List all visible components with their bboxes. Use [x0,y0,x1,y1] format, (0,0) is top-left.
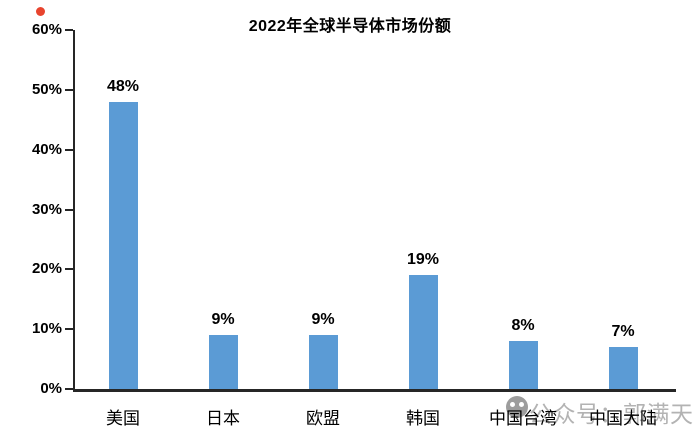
value-label: 48% [106,78,140,95]
bar-1 [108,102,138,389]
y-tick-label: 0% [40,380,62,397]
value-label: 8% [511,317,535,334]
y-tick-label: 20% [31,260,62,278]
bar-3 [308,335,338,389]
wechat-smiley-icon [506,396,528,418]
y-tick-mark [65,148,73,151]
category-label: 欧盟 [306,409,340,428]
y-tick-mark [65,268,73,271]
bar-2 [208,335,238,389]
y-tick-label: 30% [31,200,62,218]
watermark-text: 公众号：郭满天 [529,401,694,427]
value-label: 9% [311,311,335,328]
bar-5 [508,341,538,389]
value-label: 9% [211,311,235,328]
category-label: 美国 [106,409,140,428]
category-label: 日本 [206,409,240,428]
y-tick-label: 60% [31,21,62,38]
y-tick-mark [65,388,73,390]
y-tick-label: 40% [31,140,62,158]
y-tick-label: 10% [31,320,62,338]
category-label: 中国大陆 [589,409,657,428]
y-tick-mark [65,29,73,31]
plot-area [73,30,676,392]
category-label: 韩国 [406,409,440,428]
bar-4 [408,275,438,389]
y-tick-mark [65,88,73,91]
chart-title: 2022年全球半导体市场份额 [248,18,452,35]
y-tick-mark [65,208,73,211]
red-dot-marker [36,7,45,16]
value-label: 19% [406,251,440,268]
y-tick-label: 50% [31,80,62,98]
bar-6 [608,347,638,389]
y-tick-mark [65,328,73,331]
category-label: 中国台湾 [489,409,557,428]
value-label: 7% [611,323,635,340]
